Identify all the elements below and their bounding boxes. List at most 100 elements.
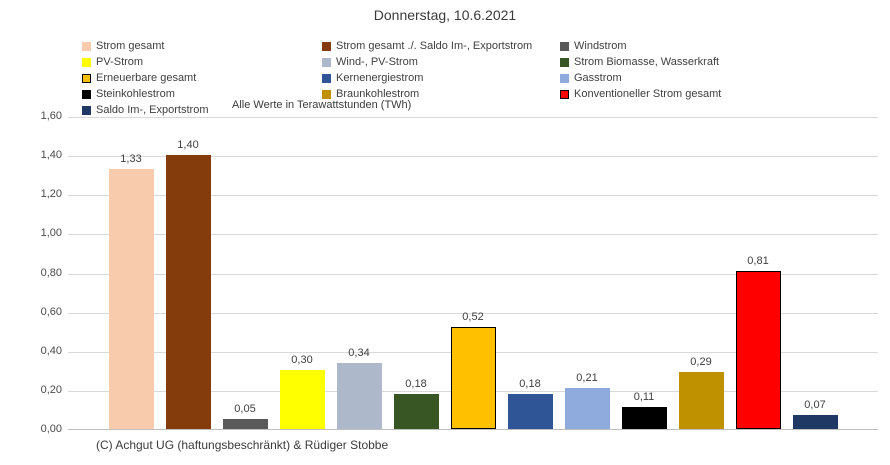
legend-item-konventioneller-strom-gesamt: Konventioneller Strom gesamt bbox=[560, 86, 721, 102]
legend-item-kernenergiestrom: Kernenergiestrom bbox=[322, 70, 560, 86]
legend-swatch-saldo-im-exportstrom bbox=[82, 105, 91, 115]
legend-item-strom-biomasse-wasserkraft: Strom Biomasse, Wasserkraft bbox=[560, 54, 721, 70]
bar-value-label: 0,21 bbox=[576, 371, 598, 384]
y-axis-tick-label: 0,40 bbox=[40, 344, 62, 357]
legend-swatch-strom-biomasse-wasserkraft bbox=[560, 57, 569, 67]
legend-label: Gasstrom bbox=[574, 72, 622, 84]
legend-label: Strom gesamt ./. Saldo Im-, Exportstrom bbox=[336, 40, 533, 52]
legend-item-pv-strom: PV-Strom bbox=[82, 54, 322, 70]
bar-group-windstrom: 0,05 bbox=[222, 403, 268, 429]
bar-group-braunkohlestrom: 0,29 bbox=[678, 356, 724, 429]
y-axis-tick-label: 0,60 bbox=[40, 305, 62, 318]
legend-label: Strom gesamt bbox=[96, 40, 165, 52]
legend-swatch-steinkohlestrom bbox=[82, 89, 91, 99]
gridline bbox=[68, 156, 878, 158]
bar-pv-strom bbox=[279, 370, 325, 429]
bar-group-konventioneller-strom-gesamt: 0,81 bbox=[735, 254, 781, 429]
legend-swatch-braunkohlestrom bbox=[322, 89, 331, 99]
legend-item-wind-pv-strom: Wind-, PV-Strom bbox=[322, 54, 560, 70]
y-axis-tick-label: 1,20 bbox=[40, 188, 62, 201]
legend-item-steinkohlestrom: Steinkohlestrom bbox=[82, 86, 322, 102]
legend-swatch-gasstrom bbox=[560, 73, 569, 83]
bar-value-label: 0,18 bbox=[405, 377, 427, 390]
bar-value-label: 0,05 bbox=[234, 403, 256, 416]
bar-saldo-im-exportstrom bbox=[792, 415, 838, 429]
bar-value-label: 0,52 bbox=[462, 311, 484, 324]
legend-label: Saldo Im-, Exportstrom bbox=[96, 104, 209, 116]
bar-group-strom-gesamt: 1,33 bbox=[108, 152, 154, 429]
bar-value-label: 0,29 bbox=[690, 356, 712, 369]
legend-label: Wind-, PV-Strom bbox=[336, 56, 418, 68]
gridline bbox=[68, 195, 878, 197]
bar-value-label: 1,40 bbox=[177, 139, 199, 152]
legend-label: Steinkohlestrom bbox=[96, 88, 175, 100]
legend-swatch-strom-gesamt bbox=[82, 41, 91, 51]
legend-swatch-erneuerbare-gesamt bbox=[82, 73, 91, 83]
bar-value-label: 0,34 bbox=[348, 346, 370, 359]
legend-item-saldo-im-exportstrom: Saldo Im-, Exportstrom bbox=[82, 102, 322, 118]
legend-item-braunkohlestrom: Braunkohlestrom bbox=[322, 86, 560, 102]
legend-label: Kernenergiestrom bbox=[336, 72, 424, 84]
chart-legend: Strom gesamt Strom gesamt ./. Saldo Im-, … bbox=[82, 38, 721, 118]
bar-strom-biomasse-wasserkraft bbox=[393, 393, 439, 429]
bar-group-strom-biomasse-wasserkraft: 0,18 bbox=[393, 377, 439, 429]
bars-container: 1,33 1,40 0,05 0,30 0,34 0,18 0,52 0,18 0,21 0,11… bbox=[68, 117, 878, 429]
legend-swatch-kernenergiestrom bbox=[322, 73, 331, 83]
copyright-footer: (C) Achgut UG (haftungsbeschränkt) & Rüd… bbox=[96, 438, 389, 452]
bar-group-kernenergiestrom: 0,18 bbox=[507, 377, 553, 429]
legend-label: Erneuerbare gesamt bbox=[96, 72, 197, 84]
bar-group-steinkohlestrom: 0,11 bbox=[621, 391, 667, 429]
y-axis-tick-label: 1,40 bbox=[40, 149, 62, 162]
legend-swatch-pv-strom bbox=[82, 57, 91, 67]
bar-group-wind-pv-strom: 0,34 bbox=[336, 346, 382, 429]
bar-value-label: 0,18 bbox=[519, 377, 541, 390]
gridline bbox=[68, 234, 878, 236]
unit-note: Alle Werte in Terawattstunden (TWh) bbox=[232, 99, 412, 111]
legend-label: Strom Biomasse, Wasserkraft bbox=[574, 56, 720, 68]
gridline bbox=[68, 312, 878, 314]
y-axis-tick-label: 0,00 bbox=[40, 423, 62, 435]
chart-title: Donnerstag, 10.6.2021 bbox=[373, 7, 517, 23]
bar-strom-gesamt-saldo-im-exportstrom bbox=[165, 155, 211, 429]
bar-value-label: 0,30 bbox=[291, 354, 313, 367]
legend-item-gasstrom: Gasstrom bbox=[560, 70, 721, 86]
plot-area: 1,33 1,40 0,05 0,30 0,34 0,18 0,52 0,18 0,21 0,11… bbox=[68, 117, 878, 430]
legend-swatch-strom-gesamt-saldo-im-exportstrom bbox=[322, 41, 331, 51]
bar-konventioneller-strom-gesamt bbox=[735, 270, 781, 429]
bar-group-pv-strom: 0,30 bbox=[279, 354, 325, 429]
legend-item-erneuerbare-gesamt: Erneuerbare gesamt bbox=[82, 70, 322, 86]
legend-item-strom-gesamt: Strom gesamt bbox=[82, 38, 322, 54]
legend-swatch-wind-pv-strom bbox=[322, 57, 331, 67]
bar-group-gasstrom: 0,21 bbox=[564, 371, 610, 429]
bar-group-erneuerbare-gesamt: 0,52 bbox=[450, 311, 496, 429]
legend-item-windstrom: Windstrom bbox=[560, 38, 721, 54]
legend-swatch-windstrom bbox=[560, 41, 569, 51]
legend-label: Braunkohlestrom bbox=[336, 88, 420, 100]
bar-kernenergiestrom bbox=[507, 393, 553, 429]
gridline bbox=[68, 117, 878, 118]
bar-value-label: 1,33 bbox=[120, 152, 142, 165]
bar-value-label: 0,11 bbox=[633, 391, 655, 404]
gridline bbox=[68, 273, 878, 275]
bar-gasstrom bbox=[564, 387, 610, 429]
bar-steinkohlestrom bbox=[621, 407, 667, 429]
bar-erneuerbare-gesamt bbox=[450, 327, 496, 429]
bar-group-strom-gesamt-saldo-im-exportstrom: 1,40 bbox=[165, 139, 211, 429]
bar-group-saldo-im-exportstrom: 0,07 bbox=[792, 399, 838, 429]
legend-swatch-konventioneller-strom-gesamt bbox=[560, 89, 569, 99]
y-axis-tick-label: 0,80 bbox=[40, 266, 62, 279]
legend-item-strom-gesamt-saldo-im-exportstrom: Strom gesamt ./. Saldo Im-, Exportstrom bbox=[322, 38, 560, 54]
bar-wind-pv-strom bbox=[336, 362, 382, 429]
bar-windstrom bbox=[222, 419, 268, 429]
legend-label: Windstrom bbox=[574, 40, 627, 52]
legend-label: Konventioneller Strom gesamt bbox=[574, 88, 722, 100]
bar-braunkohlestrom bbox=[678, 372, 724, 429]
bar-strom-gesamt bbox=[108, 168, 154, 429]
legend-label: PV-Strom bbox=[96, 56, 144, 68]
bar-value-label: 0,07 bbox=[804, 399, 826, 412]
y-axis-tick-label: 1,60 bbox=[40, 110, 62, 122]
y-axis-tick-label: 1,00 bbox=[40, 227, 62, 240]
y-axis-tick-label: 0,20 bbox=[40, 383, 62, 396]
bar-value-label: 0,81 bbox=[747, 254, 769, 267]
